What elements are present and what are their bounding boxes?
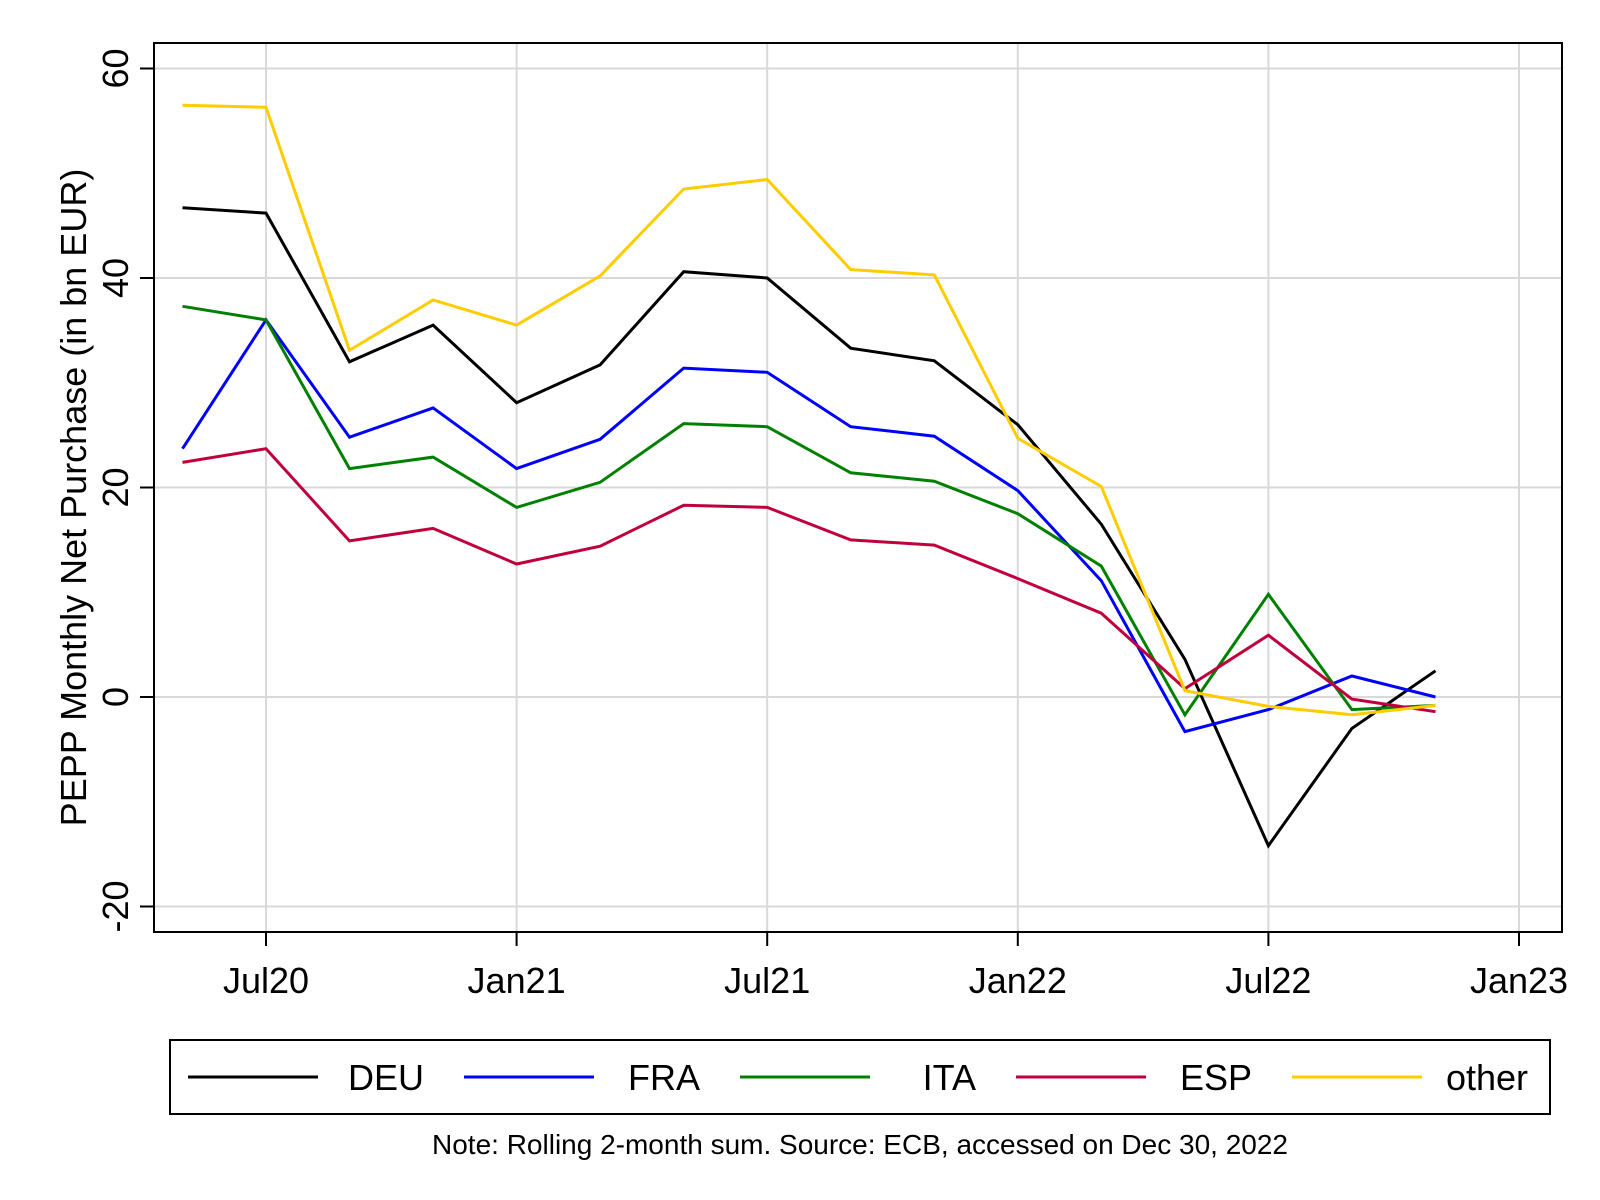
y-tick-label: 0 — [95, 687, 136, 707]
x-tick-label: Jul21 — [724, 960, 810, 1001]
x-tick-label: Jan22 — [969, 960, 1067, 1001]
source-note: Note: Rolling 2-month sum. Source: ECB, … — [432, 1129, 1288, 1160]
x-tick-label: Jul22 — [1225, 960, 1311, 1001]
y-tick-label: 20 — [95, 467, 136, 507]
grid-lines — [154, 43, 1562, 932]
x-axis: Jul20 Jan21 Jul21 Jan22 Jul22 Jan23 — [223, 932, 1568, 1001]
y-tick-label: 60 — [95, 48, 136, 88]
x-tick-label: Jul20 — [223, 960, 309, 1001]
y-axis-title: PEPP Monthly Net Purchase (in bn EUR) — [53, 169, 94, 827]
legend-label-esp: ESP — [1180, 1057, 1252, 1098]
y-tick-label: 40 — [95, 258, 136, 298]
x-tick-label: Jan23 — [1470, 960, 1568, 1001]
legend-label-other: other — [1446, 1057, 1528, 1098]
series-line-other — [182, 103, 1436, 717]
series-line-fra — [181, 317, 1436, 734]
x-tick-label: Jan21 — [468, 960, 566, 1001]
legend: DEU FRA ITA ESP other — [169, 1039, 1551, 1115]
legend-label-deu: DEU — [348, 1057, 424, 1098]
legend-label-fra: FRA — [628, 1057, 700, 1098]
legend-label-ita: ITA — [923, 1057, 976, 1098]
series-line-deu — [182, 206, 1437, 849]
series-line-esp — [182, 447, 1436, 714]
y-axis: -20 0 20 40 60 — [95, 48, 154, 933]
y-tick-label: -20 — [95, 880, 136, 932]
series-lines — [181, 103, 1437, 849]
series-line-ita — [182, 304, 1436, 718]
